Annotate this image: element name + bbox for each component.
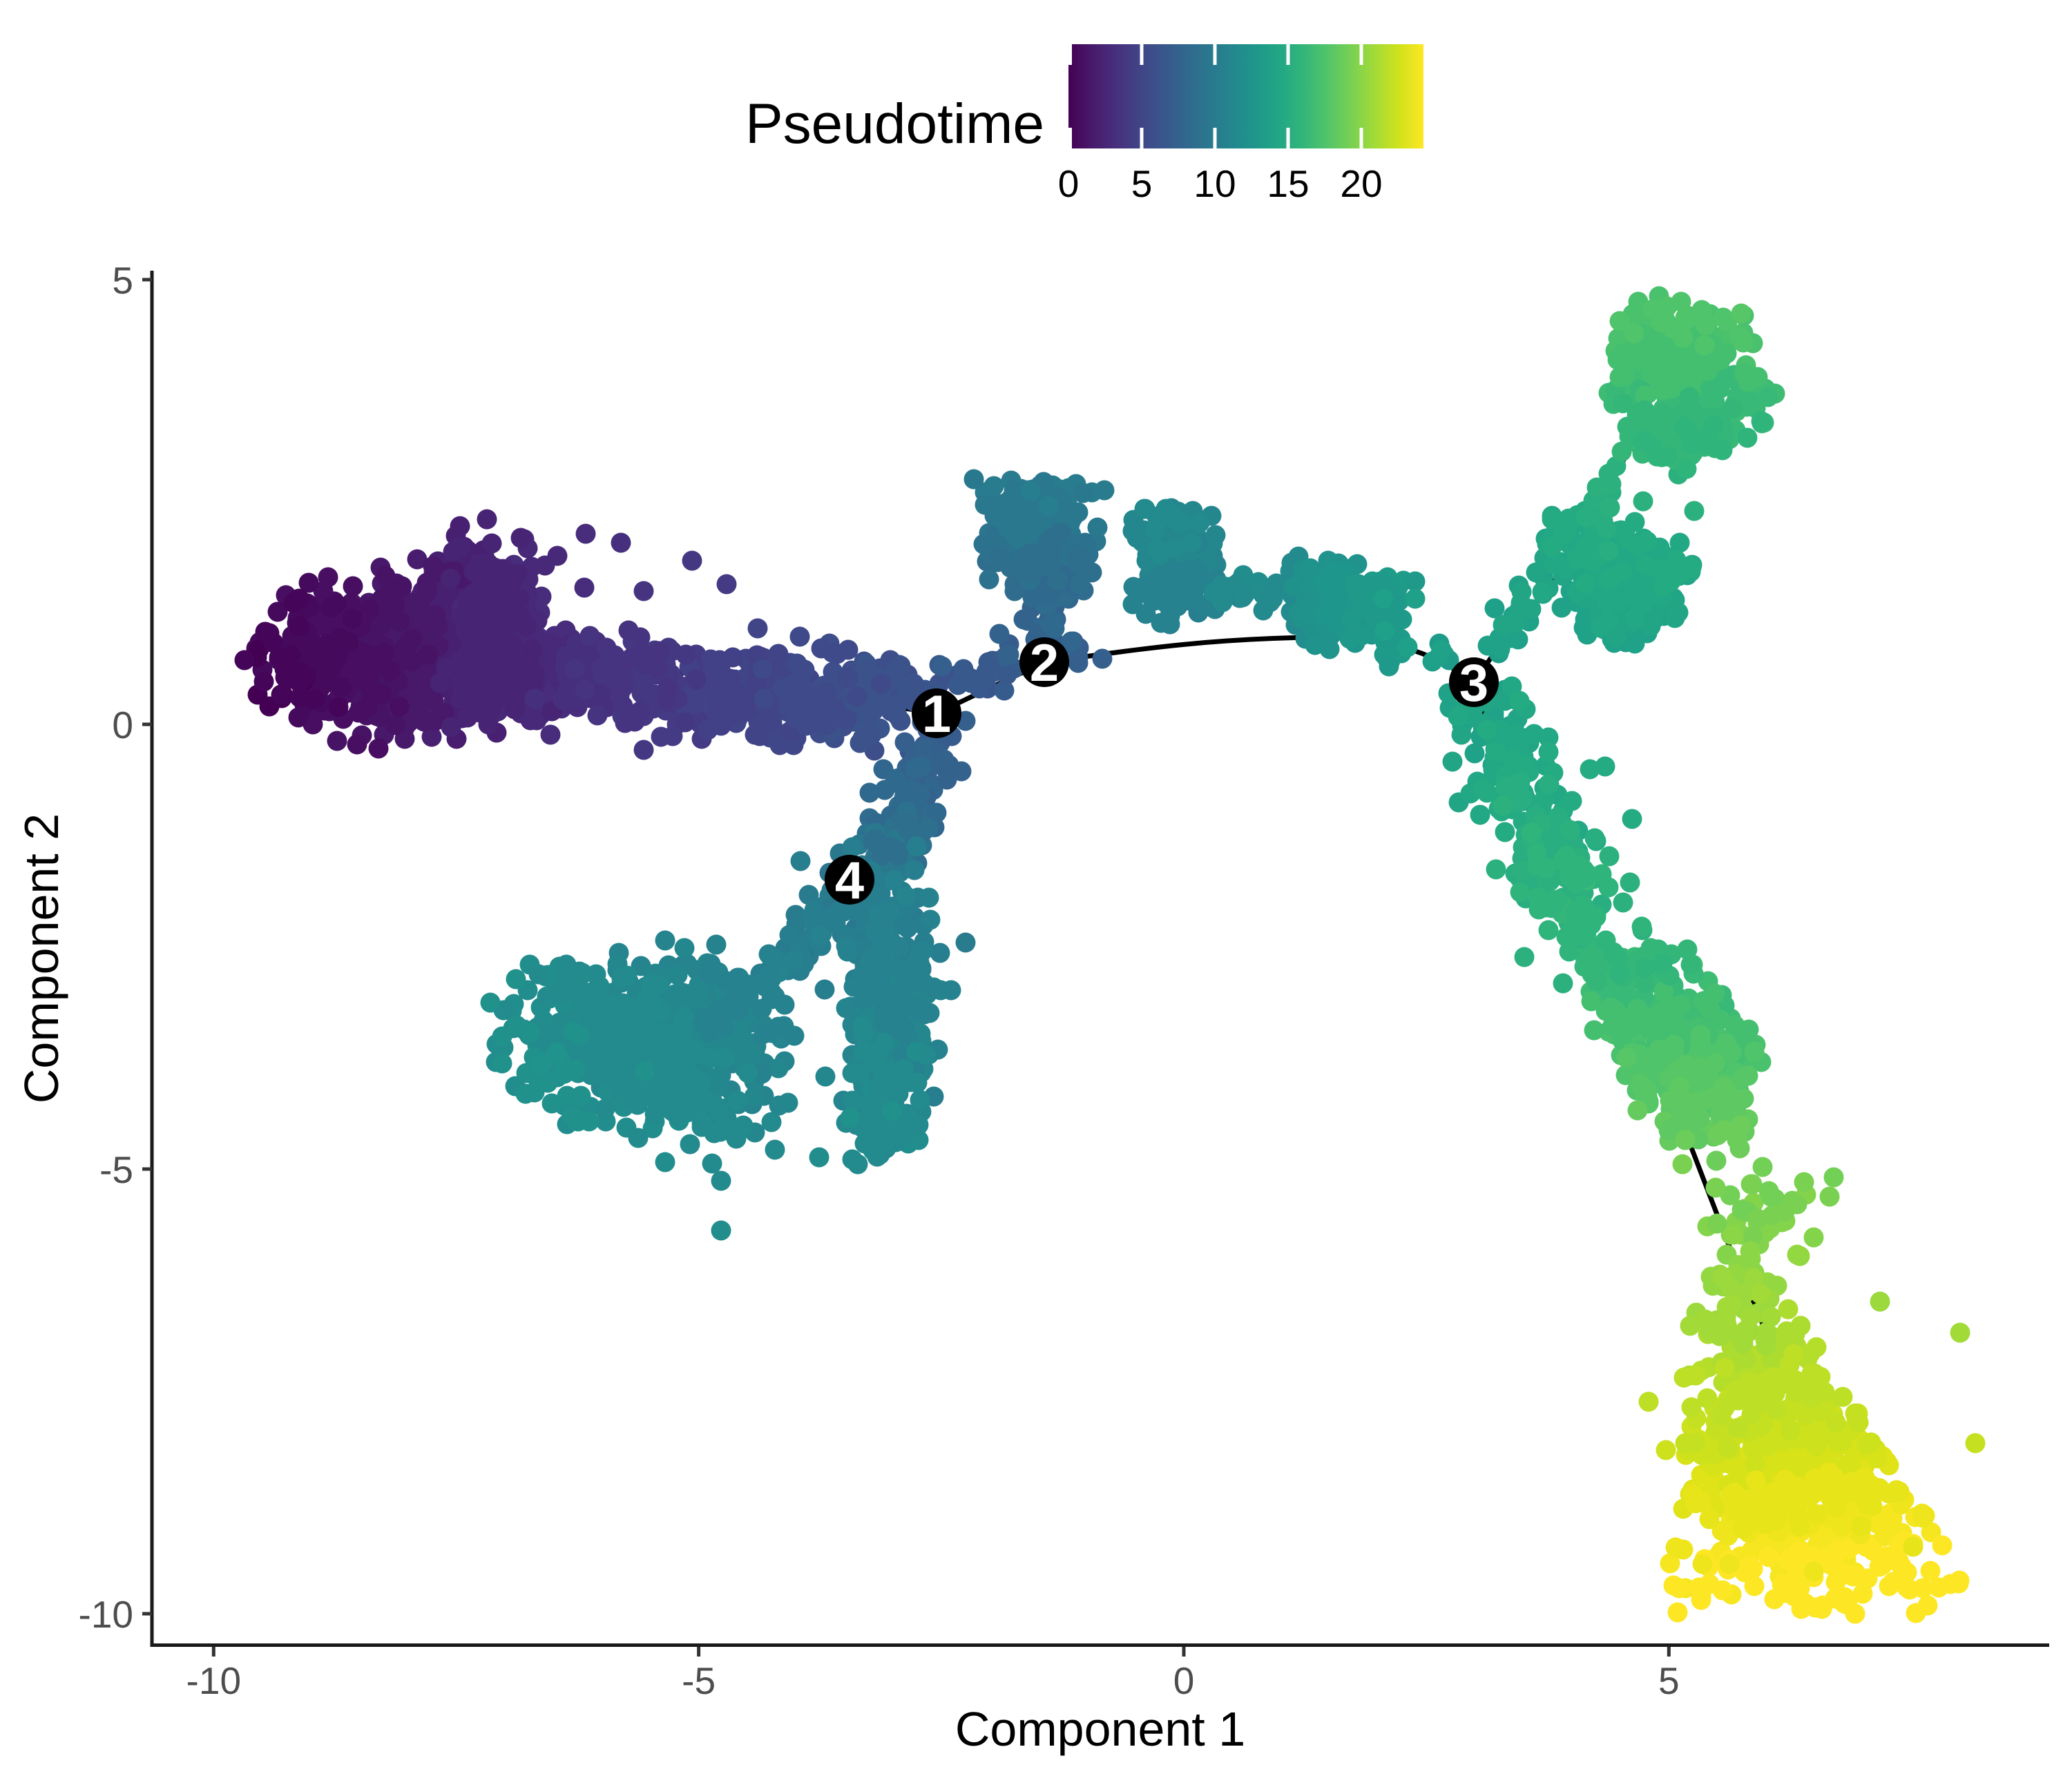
svg-text:5: 5 [112, 259, 133, 302]
svg-text:5: 5 [1131, 162, 1153, 205]
svg-text:-10: -10 [79, 1593, 134, 1636]
svg-text:15: 15 [1267, 162, 1309, 205]
svg-text:-10: -10 [186, 1659, 242, 1702]
svg-text:10: 10 [1193, 162, 1236, 205]
svg-text:-5: -5 [99, 1148, 133, 1191]
svg-text:Pseudotime: Pseudotime [745, 93, 1044, 155]
svg-text:-5: -5 [682, 1659, 716, 1702]
svg-text:5: 5 [1658, 1659, 1680, 1702]
svg-text:Component 1: Component 1 [955, 1702, 1245, 1756]
svg-text:0: 0 [1173, 1659, 1195, 1702]
svg-text:20: 20 [1340, 162, 1382, 205]
svg-text:0: 0 [112, 704, 133, 746]
svg-text:Component 2: Component 2 [15, 813, 68, 1103]
svg-text:0: 0 [1058, 162, 1080, 205]
